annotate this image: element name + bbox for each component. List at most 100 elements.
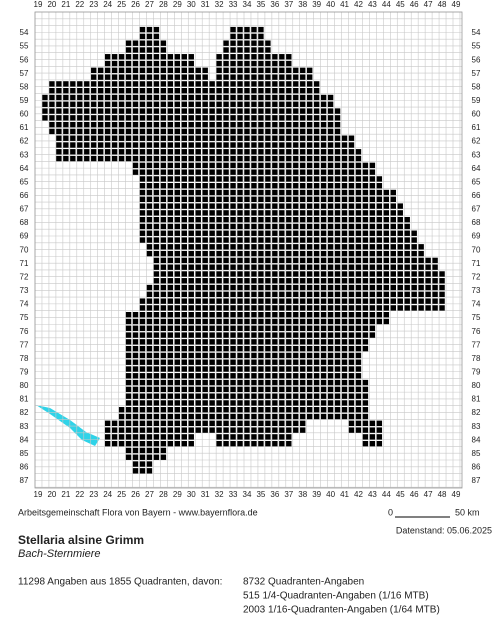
occurrence-cell bbox=[341, 230, 348, 236]
occurrence-cell bbox=[104, 81, 111, 87]
occurrence-cell bbox=[286, 434, 292, 440]
occurrence-cell bbox=[139, 305, 146, 311]
occurrence-cell bbox=[146, 427, 153, 433]
species-name: Stellaria alsine Grimm bbox=[18, 533, 144, 547]
occurrence-cell bbox=[98, 87, 104, 94]
occurrence-cell bbox=[286, 223, 292, 230]
occurrence-cell bbox=[258, 413, 264, 420]
occurrence-cell bbox=[160, 189, 167, 196]
occurrence-cell bbox=[146, 60, 153, 67]
occurrence-cell bbox=[258, 366, 264, 372]
occurrence-cell bbox=[174, 155, 181, 162]
occurrence-cell bbox=[84, 149, 90, 155]
occurrence-cell bbox=[209, 345, 215, 352]
occurrence-cell bbox=[293, 94, 299, 101]
occurrence-cell bbox=[132, 359, 139, 365]
occurrence-cell bbox=[307, 345, 313, 352]
occurrence-cell bbox=[313, 142, 320, 148]
x-label: 34 bbox=[243, 490, 252, 499]
occurrence-cell bbox=[397, 271, 403, 277]
occurrence-cell bbox=[244, 339, 250, 345]
occurrence-cell bbox=[125, 94, 132, 101]
occurrence-cell bbox=[341, 169, 348, 175]
occurrence-cell bbox=[223, 176, 229, 182]
occurrence-cell bbox=[390, 230, 396, 236]
occurrence-cell bbox=[286, 386, 292, 393]
occurrence-cell bbox=[369, 440, 376, 447]
occurrence-cell bbox=[153, 434, 160, 440]
occurrence-cell bbox=[153, 128, 160, 135]
occurrence-cell bbox=[390, 271, 396, 277]
occurrence-cell bbox=[334, 413, 341, 420]
occurrence-cell bbox=[251, 210, 257, 216]
occurrence-cell bbox=[251, 413, 257, 420]
occurrence-cell bbox=[223, 427, 229, 433]
occurrence-cell bbox=[355, 210, 362, 216]
occurrence-cell bbox=[153, 413, 160, 420]
occurrence-cell bbox=[188, 352, 194, 359]
occurrence-cell bbox=[320, 162, 327, 169]
y-label: 80 bbox=[20, 381, 29, 390]
x-label: 26 bbox=[131, 490, 140, 499]
occurrence-cell bbox=[125, 67, 132, 74]
occurrence-cell bbox=[404, 230, 410, 236]
stats-line: 8732 Quadranten-Angaben bbox=[243, 577, 364, 588]
occurrence-cell bbox=[174, 162, 181, 169]
occurrence-cell bbox=[348, 379, 355, 386]
occurrence-cell bbox=[272, 223, 278, 230]
occurrence-cell bbox=[174, 128, 181, 135]
occurrence-cell bbox=[160, 169, 167, 175]
occurrence-cell bbox=[244, 203, 250, 209]
occurrence-cell bbox=[77, 87, 83, 94]
occurrence-cell bbox=[404, 291, 410, 298]
occurrence-cell bbox=[237, 400, 243, 406]
occurrence-cell bbox=[272, 108, 278, 114]
occurrence-cell bbox=[341, 149, 348, 155]
occurrence-cell bbox=[244, 196, 250, 203]
occurrence-cell bbox=[425, 271, 431, 277]
occurrence-cell bbox=[125, 60, 132, 67]
occurrence-cell bbox=[327, 94, 334, 101]
occurrence-cell bbox=[300, 264, 306, 270]
occurrence-cell bbox=[223, 298, 229, 304]
occurrence-cell bbox=[258, 427, 264, 433]
occurrence-cell bbox=[230, 345, 236, 352]
occurrence-cell bbox=[300, 291, 306, 298]
occurrence-cell bbox=[118, 81, 125, 87]
occurrence-cell bbox=[425, 284, 431, 291]
occurrence-cell bbox=[56, 94, 62, 101]
occurrence-cell bbox=[362, 291, 369, 298]
occurrence-cell bbox=[244, 128, 250, 135]
occurrence-cell bbox=[132, 434, 139, 440]
occurrence-cell bbox=[376, 196, 383, 203]
occurrence-cell bbox=[362, 210, 369, 216]
occurrence-cell bbox=[188, 183, 194, 189]
occurrence-cell bbox=[139, 26, 146, 33]
occurrence-cell bbox=[223, 94, 229, 101]
occurrence-cell bbox=[188, 325, 194, 331]
occurrence-cell bbox=[313, 325, 320, 331]
occurrence-cell bbox=[286, 149, 292, 155]
occurrence-cell bbox=[265, 108, 271, 114]
occurrence-cell bbox=[279, 135, 285, 141]
occurrence-cell bbox=[265, 94, 271, 101]
occurrence-cell bbox=[70, 94, 76, 101]
occurrence-cell bbox=[286, 311, 292, 318]
x-label: 19 bbox=[34, 0, 43, 9]
occurrence-cell bbox=[230, 67, 236, 74]
occurrence-cell bbox=[334, 128, 341, 135]
occurrence-cell bbox=[341, 400, 348, 406]
occurrence-cell bbox=[272, 230, 278, 236]
occurrence-cell bbox=[348, 250, 355, 257]
occurrence-cell bbox=[279, 108, 285, 114]
occurrence-cell bbox=[125, 149, 132, 155]
occurrence-cell bbox=[279, 230, 285, 236]
occurrence-cell bbox=[348, 311, 355, 318]
occurrence-cell bbox=[320, 135, 327, 141]
occurrence-cell bbox=[181, 128, 187, 135]
occurrence-cell bbox=[209, 352, 215, 359]
occurrence-cell bbox=[286, 318, 292, 325]
occurrence-cell bbox=[272, 352, 278, 359]
occurrence-cell bbox=[125, 440, 132, 447]
occurrence-cell bbox=[188, 101, 194, 107]
